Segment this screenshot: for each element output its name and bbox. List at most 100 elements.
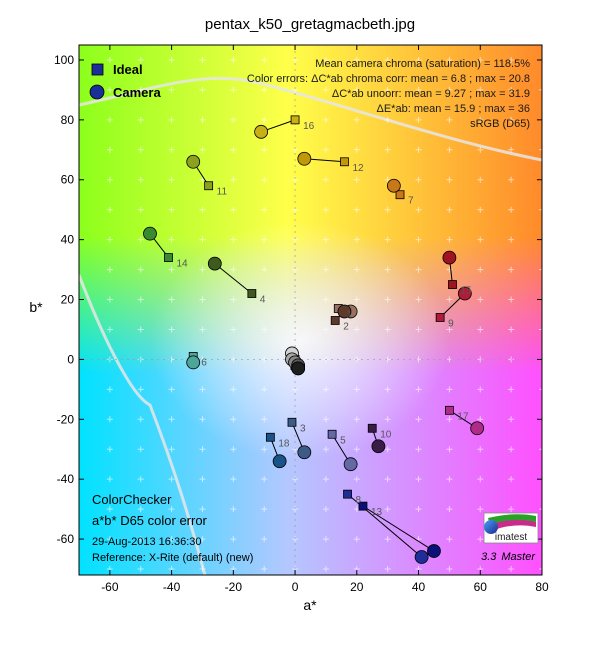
grid-cross (415, 236, 422, 243)
grid-cross (446, 446, 453, 453)
axis-ticks: -60 -40 -20 0 20 40 60 80 -60 -40 -20 0 20 40 60 80 100 (54, 45, 549, 594)
legend: Ideal Camera (89, 62, 161, 100)
grid-cross (446, 386, 453, 393)
gamut-boundary-top (79, 76, 542, 162)
x-tick-label: 0 (292, 580, 299, 594)
patch-label-11: 11 (217, 187, 228, 198)
grid-cross (415, 386, 422, 393)
ideal-marker-12 (340, 157, 349, 167)
patch-label-8: 8 (356, 495, 362, 506)
grid-cross (508, 416, 515, 423)
grid-cross (230, 206, 237, 213)
patch-label-18: 18 (278, 438, 290, 449)
grid-cross (539, 506, 542, 513)
grid-cross (106, 236, 113, 243)
grid-cross (384, 86, 391, 93)
ideal-marker-7 (395, 190, 405, 200)
grid-cross (353, 86, 360, 93)
y-tick-label: 0 (67, 352, 74, 366)
grid-cross (384, 236, 391, 243)
imatest-logo-text: imatest (495, 532, 527, 543)
patch-label-16: 16 (303, 121, 315, 132)
ideal-marker-2 (330, 316, 340, 325)
x-tick-label: 60 (474, 580, 488, 594)
grid-cross (168, 326, 175, 333)
stat-color-space: sRGB (D65) (470, 118, 530, 130)
grid-cross (106, 326, 113, 333)
y-tick-label: 20 (61, 293, 75, 307)
grid-cross (137, 326, 144, 333)
y-tick-label: -20 (57, 412, 75, 426)
grid-cross (353, 386, 360, 393)
y-tick-label: -60 (57, 532, 75, 546)
grid-cross (261, 56, 268, 63)
grid-cross (168, 146, 175, 153)
grid-cross (168, 86, 175, 93)
grid-cross (353, 296, 360, 303)
grid-cross (446, 566, 453, 573)
camera-marker-7 (386, 178, 401, 193)
grid-cross (415, 326, 422, 333)
grid-cross (477, 86, 484, 93)
grid-cross (261, 536, 268, 543)
patch-label-14: 14 (177, 259, 189, 270)
grid-cross (477, 416, 484, 423)
grid-cross (230, 296, 237, 303)
y-tick-label: 100 (54, 53, 74, 67)
grid-cross (353, 446, 360, 453)
grid-cross (477, 236, 484, 243)
grid-cross (384, 416, 391, 423)
grid-cross (137, 236, 144, 243)
grid-cross (384, 56, 391, 63)
grid-cross (446, 416, 453, 423)
grid-cross (137, 146, 144, 153)
grid-cross (446, 236, 453, 243)
grid-cross (230, 326, 237, 333)
stats-block: Mean camera chroma (saturation) = 118.5%… (247, 58, 530, 130)
grid-cross (137, 416, 144, 423)
grid-cross (322, 146, 329, 153)
stat-mean-chroma: Mean camera chroma (saturation) = 118.5% (315, 58, 530, 70)
grid-cross (508, 476, 515, 483)
imatest-logo: imatest (483, 512, 539, 544)
ideal-marker-5 (327, 429, 337, 439)
grid-cross (415, 266, 422, 273)
error-line-13 (362, 505, 435, 552)
grid-cross (539, 206, 542, 213)
grid-cross (106, 146, 113, 153)
grid-cross (106, 266, 113, 273)
grid-cross (353, 206, 360, 213)
grid-cross (477, 266, 484, 273)
grid-cross (446, 206, 453, 213)
ideal-marker-14 (164, 253, 173, 262)
grid-cross (446, 86, 453, 93)
grid-cross (137, 116, 144, 123)
y-tick-label: 80 (61, 113, 75, 127)
camera-marker-2 (337, 304, 352, 319)
grid-cross (106, 536, 113, 543)
info-date: 29-Aug-2013 16:36:30 (92, 536, 201, 548)
grid-cross (322, 416, 329, 423)
y-tick-label: -40 (57, 472, 75, 486)
info-heading-error: a*b* D65 color error (92, 513, 208, 528)
grid-cross (322, 506, 329, 513)
grid-cross (199, 206, 206, 213)
grid-cross (168, 266, 175, 273)
grid-cross (199, 446, 206, 453)
grid-cross (137, 536, 144, 543)
camera-marker-12 (297, 151, 312, 166)
grid-cross (539, 446, 542, 453)
ideal-marker-18 (265, 432, 275, 442)
grid-cross (508, 266, 515, 273)
x-axis-label: a* (303, 597, 317, 613)
stat-chroma-uncorr: ΔC*ab unoorr: mean = 9.27 ; max = 31.9 (332, 88, 530, 100)
grid-cross (322, 536, 329, 543)
grid-cross (261, 566, 268, 573)
grid-cross (261, 386, 268, 393)
grid-cross (199, 296, 206, 303)
grid-cross (539, 386, 542, 393)
ideal-marker-9 (435, 313, 445, 322)
grid-cross (230, 416, 237, 423)
